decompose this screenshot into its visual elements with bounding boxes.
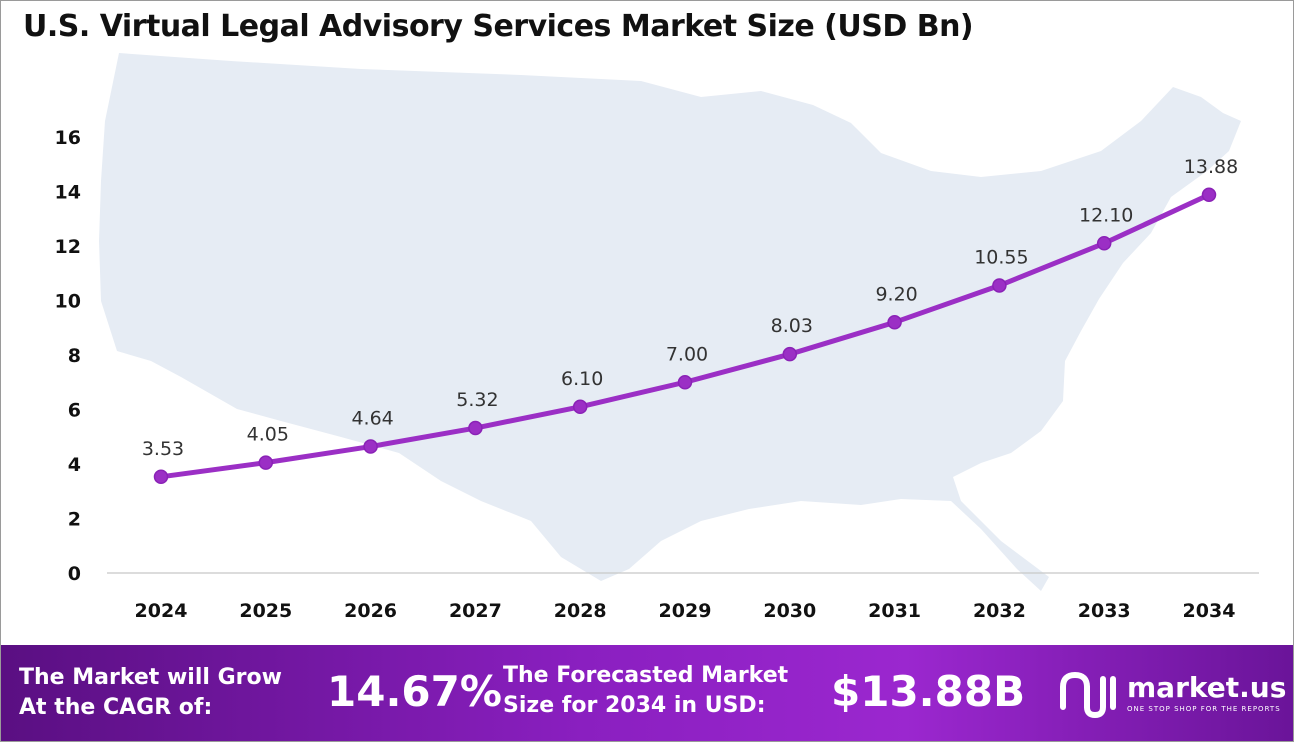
brand-logo: market.us ONE STOP SHOP FOR THE REPORTS bbox=[1057, 665, 1293, 721]
data-label: 8.03 bbox=[771, 315, 813, 337]
y-tick-label: 0 bbox=[68, 563, 81, 585]
y-tick-label: 4 bbox=[68, 454, 81, 476]
x-tick-label: 2033 bbox=[1078, 600, 1131, 622]
forecast-label-line1: The Forecasted Market bbox=[503, 663, 789, 688]
data-label: 4.64 bbox=[351, 408, 393, 430]
line-chart: 0 2 4 6 8 10 12 14 16 2024 2025 2026 2027 2028 2029 203… bbox=[55, 53, 1259, 622]
y-tick-label: 12 bbox=[55, 236, 81, 258]
y-tick-label: 16 bbox=[55, 127, 81, 149]
data-point bbox=[992, 278, 1007, 293]
market-us-logo-icon bbox=[1060, 671, 1116, 719]
data-label: 5.32 bbox=[456, 389, 498, 411]
brand-name: market.us bbox=[1127, 671, 1287, 704]
y-tick-label: 10 bbox=[55, 291, 81, 313]
x-tick-label: 2026 bbox=[344, 600, 397, 622]
data-label: 13.88 bbox=[1184, 156, 1238, 178]
footer-banner: The Market will Grow At the CAGR of: 14.… bbox=[1, 645, 1293, 741]
data-point bbox=[782, 346, 798, 362]
brand-tagline: ONE STOP SHOP FOR THE REPORTS bbox=[1127, 705, 1281, 713]
data-point bbox=[258, 455, 274, 470]
cagr-label-line2: At the CAGR of: bbox=[19, 695, 213, 720]
y-tick-label: 8 bbox=[68, 345, 81, 367]
x-tick-label: 2028 bbox=[554, 600, 607, 622]
data-label: 10.55 bbox=[974, 247, 1028, 269]
cagr-value: 14.67% bbox=[327, 667, 502, 716]
forecast-value: $13.88B bbox=[831, 667, 1026, 716]
data-point bbox=[468, 420, 483, 436]
data-label: 9.20 bbox=[875, 283, 917, 305]
data-point bbox=[887, 315, 902, 330]
cagr-label-line1: The Market will Grow bbox=[19, 665, 282, 690]
data-point bbox=[1201, 187, 1217, 203]
data-label: 3.53 bbox=[142, 438, 184, 460]
data-label: 4.05 bbox=[247, 424, 289, 446]
data-point bbox=[677, 375, 693, 390]
data-label: 6.10 bbox=[561, 368, 603, 390]
y-tick-label: 14 bbox=[55, 182, 81, 204]
data-point bbox=[153, 469, 169, 485]
x-tick-label: 2031 bbox=[868, 600, 921, 622]
data-label: 12.10 bbox=[1079, 204, 1133, 226]
us-map-background bbox=[99, 53, 1241, 591]
data-point bbox=[572, 399, 588, 415]
y-tick-label: 2 bbox=[68, 509, 81, 531]
x-tick-label: 2034 bbox=[1183, 600, 1236, 622]
x-tick-label: 2030 bbox=[763, 600, 816, 622]
x-tick-label: 2032 bbox=[973, 600, 1026, 622]
x-tick-label: 2029 bbox=[659, 600, 712, 622]
y-tick-label: 6 bbox=[68, 400, 81, 422]
x-tick-label: 2025 bbox=[239, 600, 292, 622]
chart-title: U.S. Virtual Legal Advisory Services Mar… bbox=[23, 9, 974, 44]
data-label: 7.00 bbox=[666, 343, 708, 365]
x-tick-label: 2027 bbox=[449, 600, 502, 622]
data-point bbox=[1096, 236, 1112, 251]
forecast-label-line2: Size for 2034 in USD: bbox=[503, 693, 766, 718]
data-point bbox=[363, 439, 378, 454]
x-tick-label: 2024 bbox=[135, 600, 188, 622]
